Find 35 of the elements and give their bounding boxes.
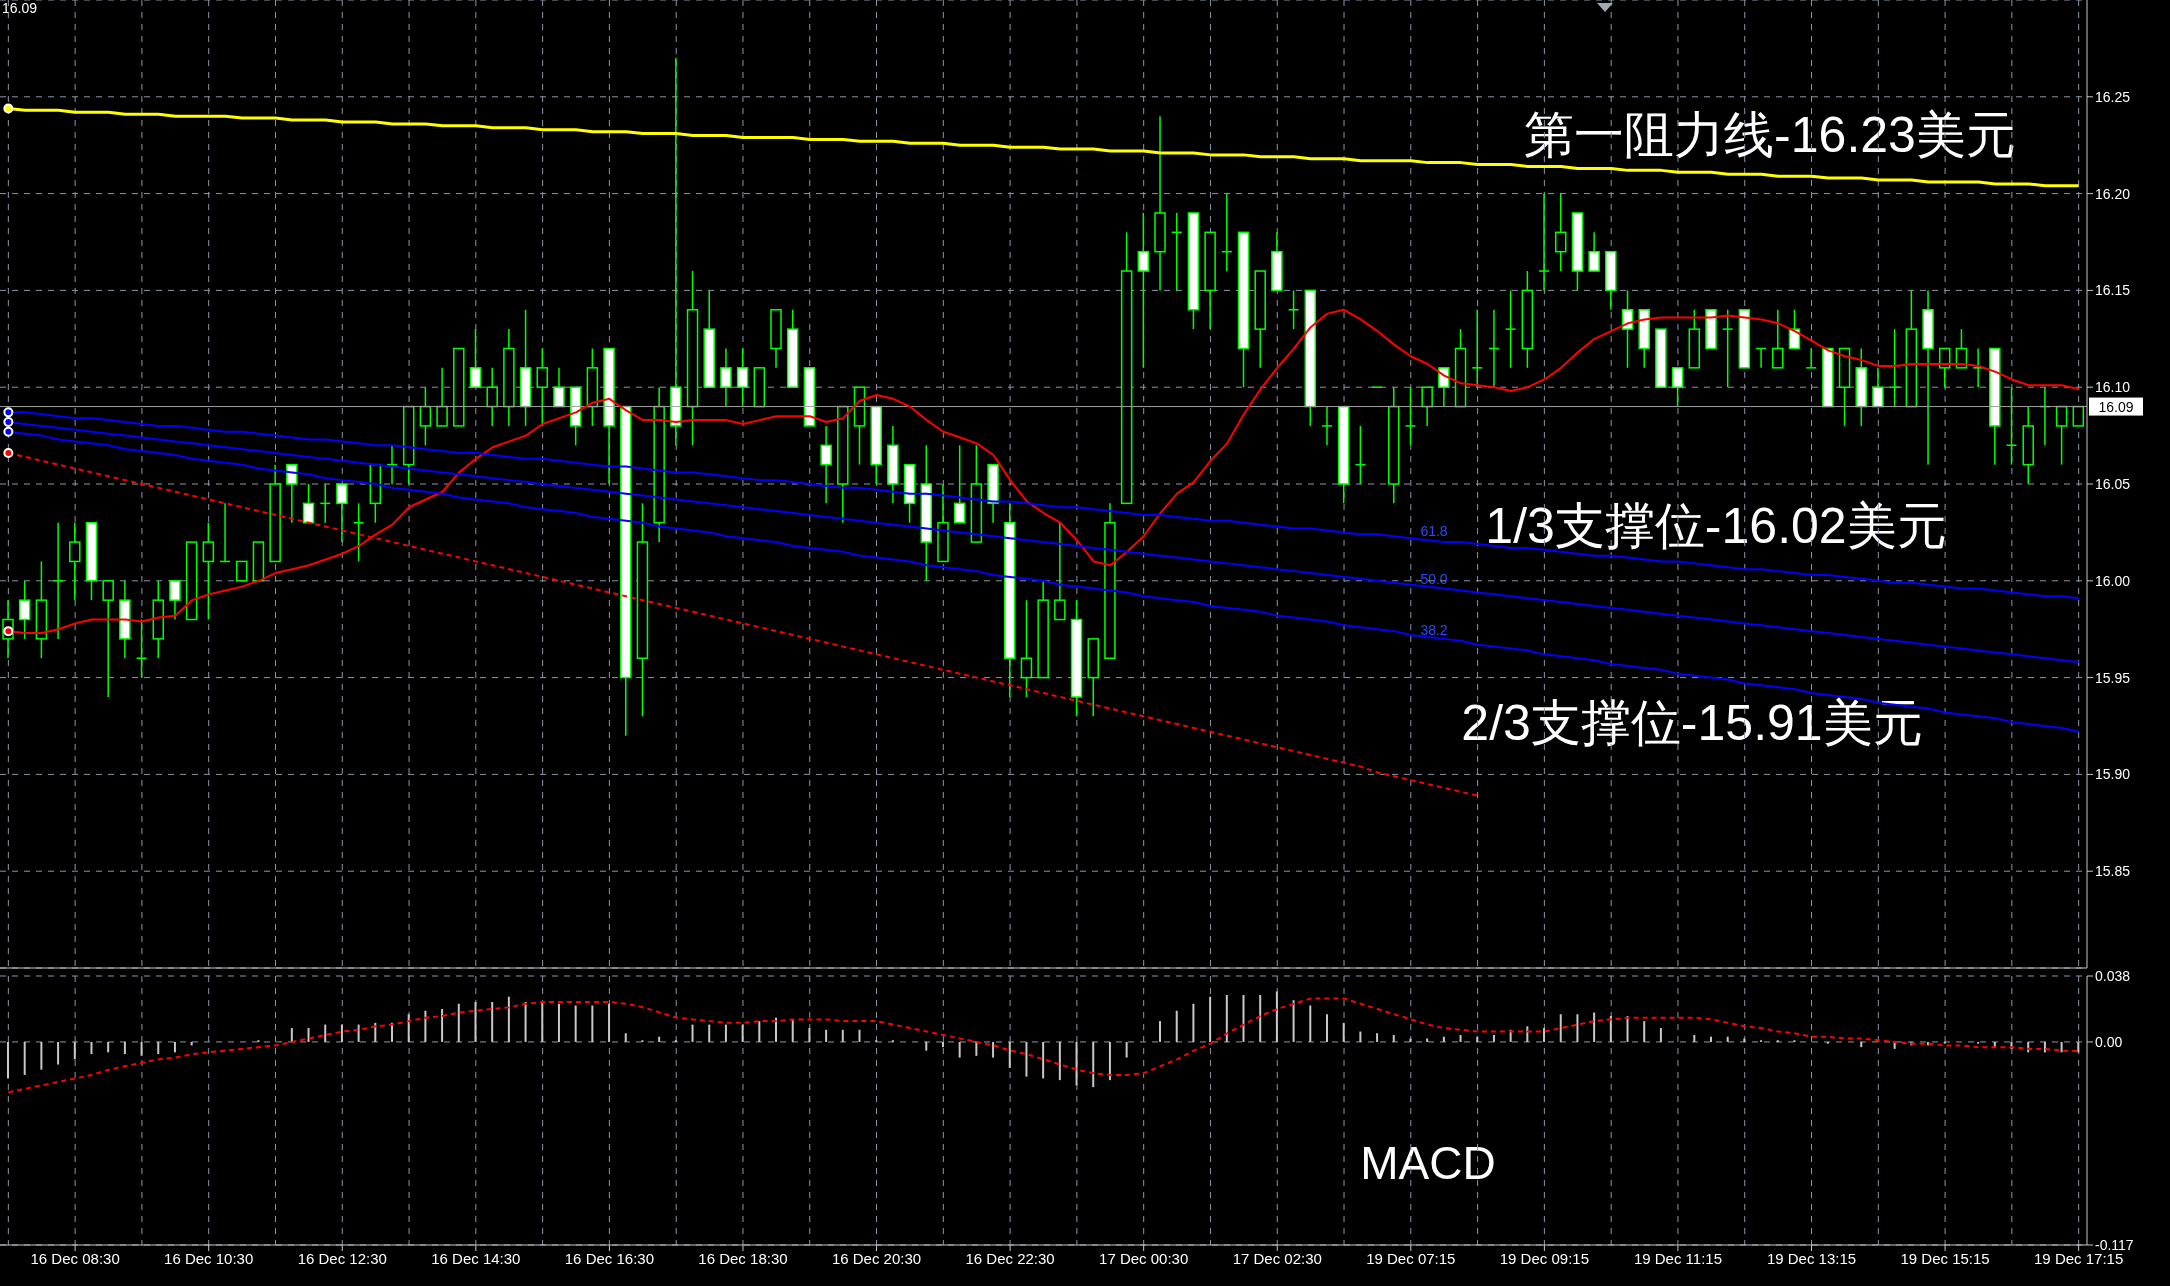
x-tick-label: 19 Dec 15:15 (1900, 1249, 1990, 1267)
x-tick-label: 16 Dec 18:30 (698, 1249, 788, 1267)
x-tick-label: 19 Dec 09:15 (1499, 1249, 1589, 1267)
x-tick-label: 16 Dec 16:30 (564, 1249, 655, 1267)
y-tick-label: 16.25 (2095, 88, 2131, 105)
y-tick-label: 16.10 (2095, 379, 2131, 396)
y-tick-label: 16.15 (2095, 282, 2131, 299)
x-tick-label: 16 Dec 08:30 (30, 1249, 120, 1267)
annotation: MACD (1360, 1137, 1496, 1189)
x-tick-label: 19 Dec 11:15 (1633, 1249, 1723, 1267)
annotation: 2/3支撑位-15.91美元 (1461, 695, 1923, 751)
y-tick-label: 16.20 (2095, 185, 2131, 202)
y-tick-label: 16.00 (2095, 572, 2131, 589)
x-tick-label: 19 Dec 13:15 (1766, 1249, 1857, 1267)
y-tick-label: 15.95 (2095, 669, 2131, 686)
x-tick-label: 17 Dec 02:30 (1232, 1249, 1322, 1267)
ref-line-label: 16.09 (2098, 398, 2134, 415)
annotation: 16.09 (2, 0, 38, 16)
annotation: 50.0 (1420, 571, 1448, 587)
annotation: 38.2 (1420, 622, 1448, 638)
annotation: 61.8 (1420, 523, 1448, 539)
x-tick-label: 17 Dec 00:30 (1099, 1249, 1189, 1267)
y-tick-label: 0.038 (2095, 967, 2131, 984)
x-tick-label: 16 Dec 20:30 (831, 1249, 922, 1267)
annotation: 第一阻力线-16.23美元 (1524, 107, 2016, 163)
x-tick-label: 16 Dec 10:30 (164, 1249, 254, 1267)
x-tick-label: 19 Dec 07:15 (1366, 1249, 1456, 1267)
y-tick-label: 15.90 (2095, 766, 2131, 783)
y-tick-label: 16.05 (2095, 475, 2131, 492)
x-tick-label: 16 Dec 12:30 (297, 1249, 387, 1267)
annotation: 1/3支撑位-16.02美元 (1485, 498, 1947, 554)
y-tick-label: 0.00 (2095, 1033, 2123, 1050)
x-tick-label: 16 Dec 22:30 (965, 1249, 1055, 1267)
y-tick-label: 15.85 (2095, 863, 2131, 880)
x-tick-label: 16 Dec 14:30 (431, 1249, 521, 1267)
